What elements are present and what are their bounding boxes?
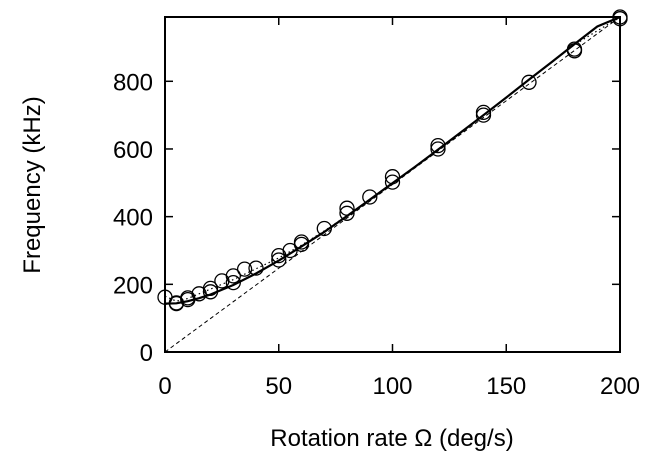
y-tick-label: 0 <box>140 340 153 367</box>
scatter-markers <box>157 9 628 312</box>
data-point-21 <box>362 189 378 205</box>
x-tick-label: 150 <box>486 373 526 400</box>
data-point-25 <box>430 137 446 154</box>
x-tick-label: 200 <box>600 373 640 400</box>
data-point-4 <box>180 290 196 306</box>
data-point-12 <box>248 260 264 276</box>
data-point-19 <box>339 205 355 221</box>
data-point-27 <box>475 104 492 121</box>
y-tick-labels: 0 200 400 600 800 <box>113 69 153 367</box>
y-tick-label: 800 <box>113 69 153 96</box>
data-point-11 <box>236 261 253 277</box>
data-point-17 <box>293 234 310 250</box>
data-point-28 <box>521 74 537 90</box>
y-tick-label: 600 <box>113 137 153 164</box>
x-tick-labels: 0 50 100 150 200 <box>158 373 640 400</box>
y-axis-title: Frequency (kHz) <box>19 96 46 273</box>
x-tick-label: 0 <box>158 373 171 400</box>
data-point-10 <box>225 268 241 284</box>
data-point-6 <box>202 284 219 300</box>
y-tick-label: 200 <box>113 272 153 299</box>
data-point-18 <box>316 220 332 237</box>
data-point-7 <box>202 280 219 297</box>
dotted-line-series <box>164 16 621 302</box>
series-lines <box>164 15 621 353</box>
axis-ticks <box>164 17 621 353</box>
data-point-30 <box>566 41 583 57</box>
data-point-20 <box>339 200 355 216</box>
data-point-24 <box>430 141 446 157</box>
x-tick-label: 100 <box>372 373 412 400</box>
dashed-line-series <box>164 16 621 353</box>
data-point-13 <box>271 252 287 268</box>
data-point-22 <box>384 174 401 190</box>
x-tick-label: 50 <box>265 373 292 400</box>
data-point-9 <box>225 274 241 291</box>
y-tick-label: 400 <box>113 205 153 232</box>
data-point-23 <box>384 169 401 185</box>
solid-line-series <box>164 15 621 305</box>
x-axis-title: Rotation rate Ω (deg/s) <box>270 425 513 452</box>
